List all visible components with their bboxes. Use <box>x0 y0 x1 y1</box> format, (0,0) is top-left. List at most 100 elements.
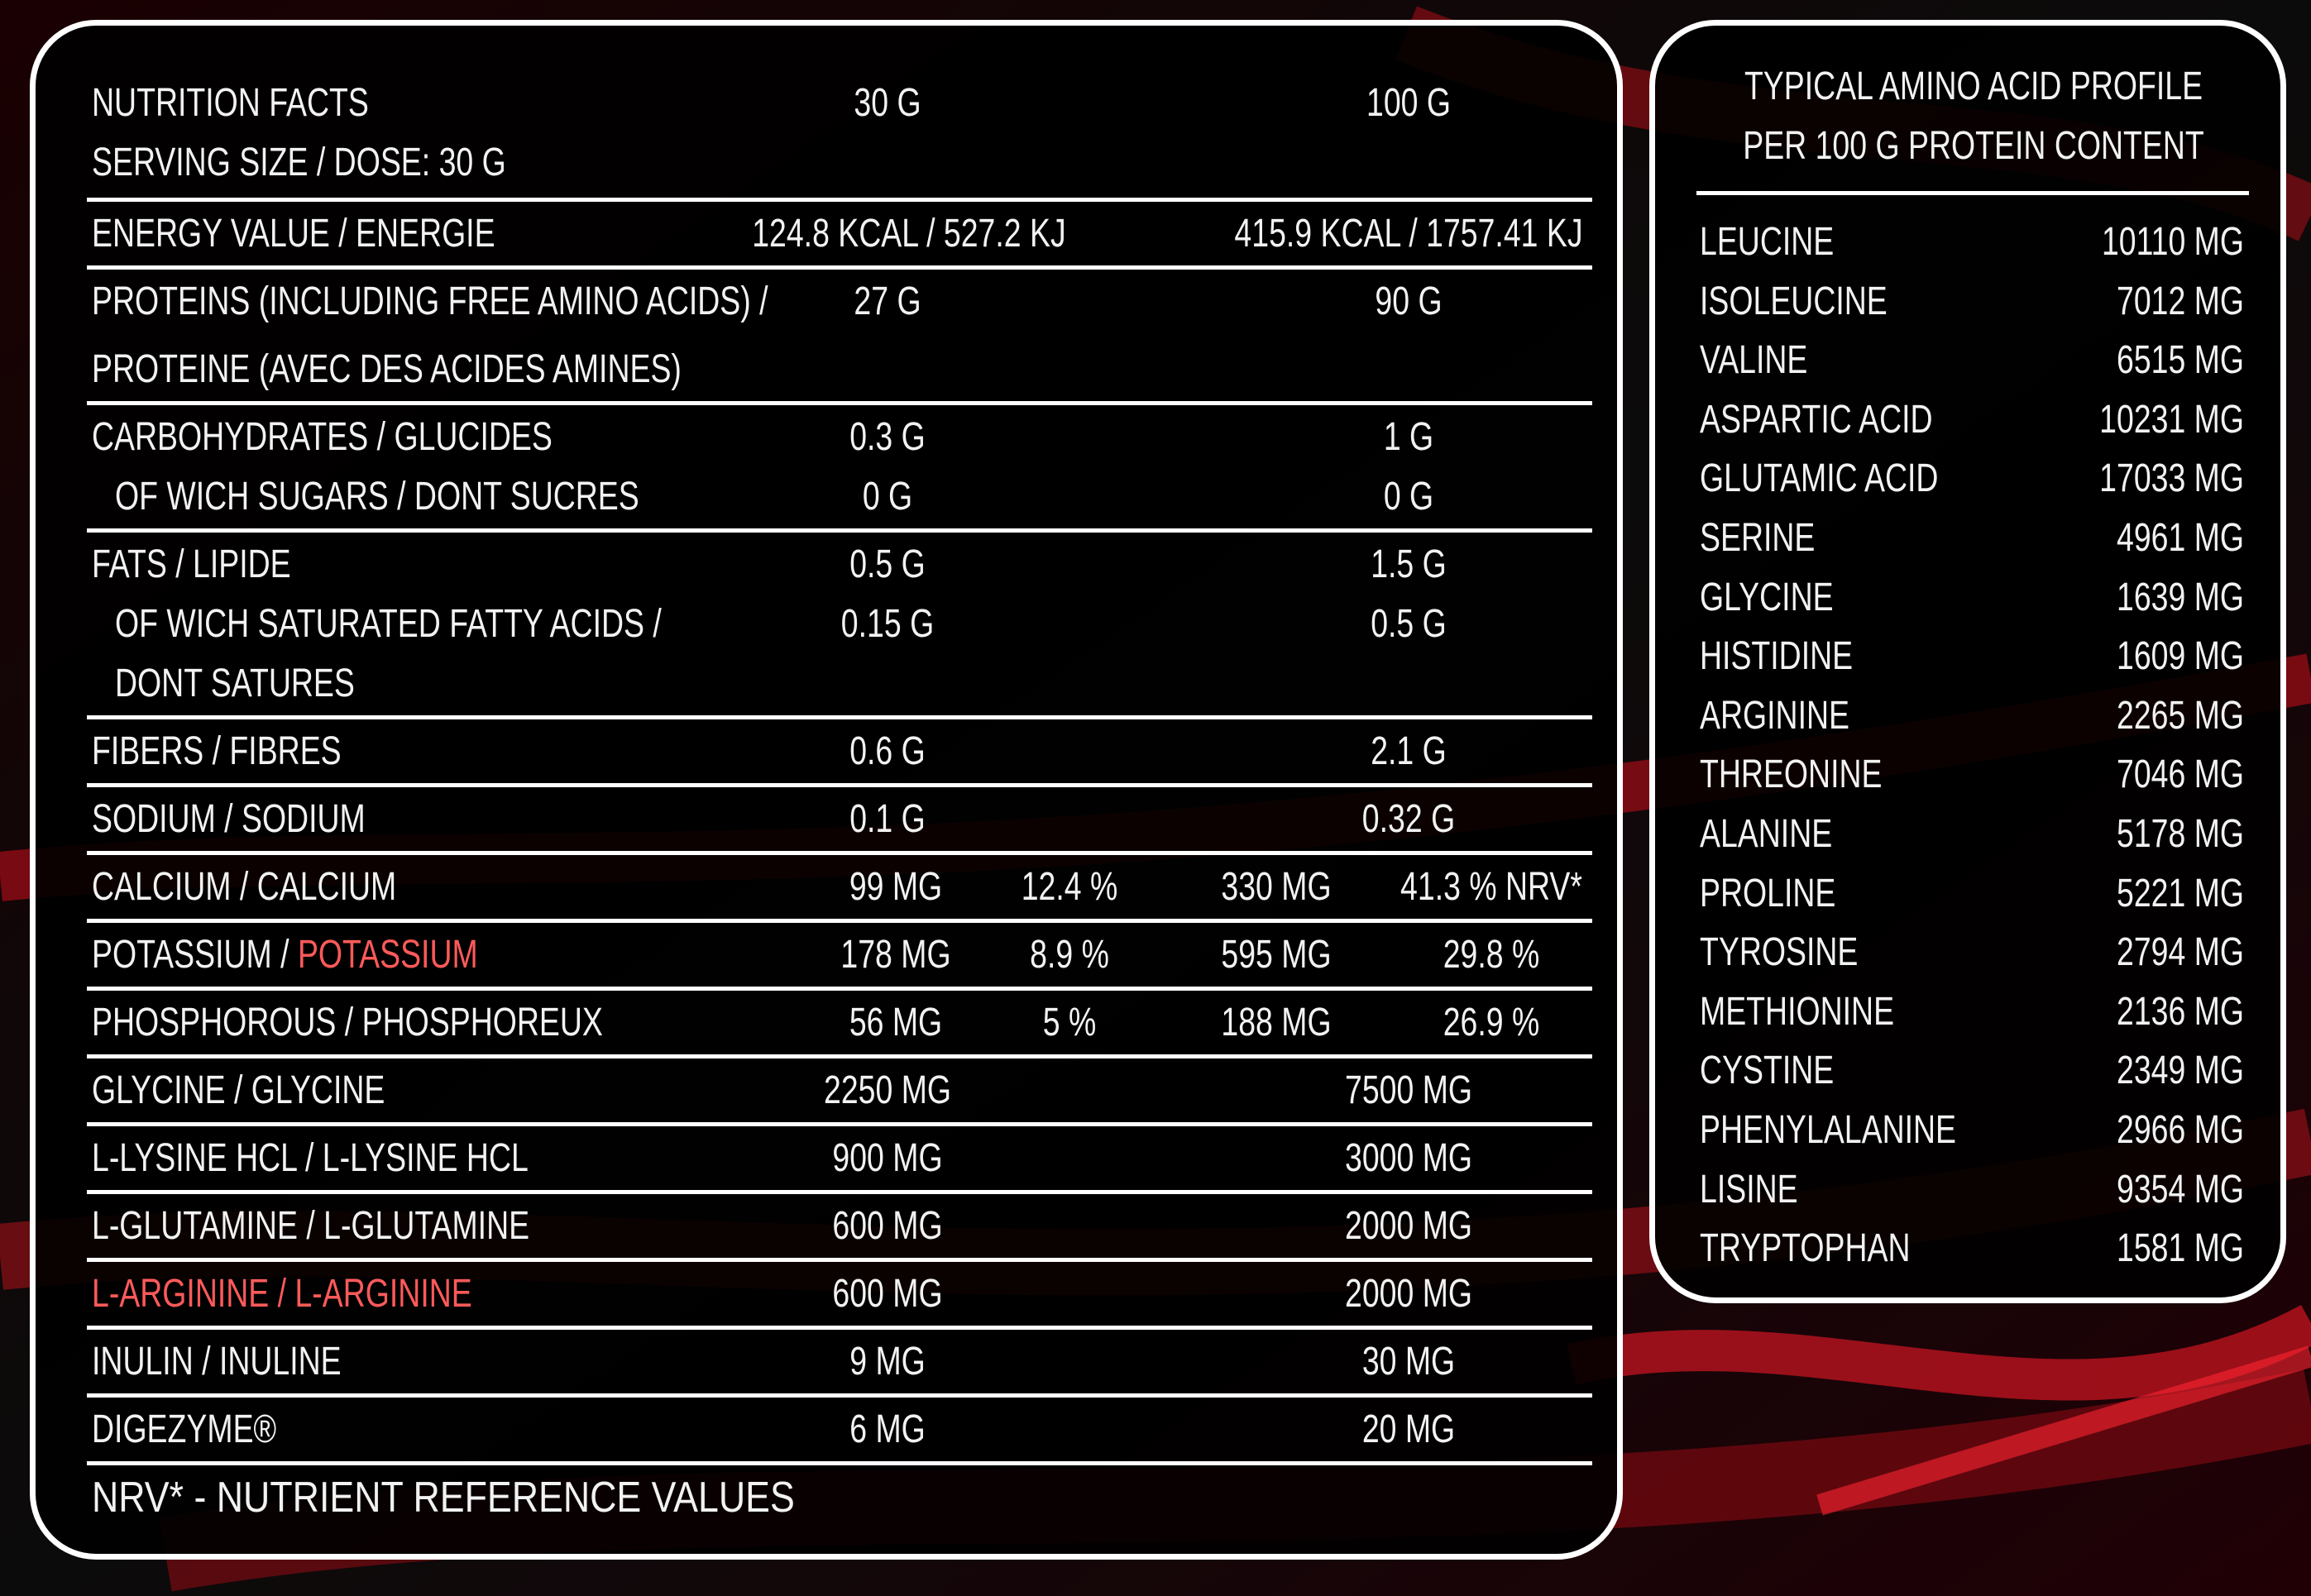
value-30g: 9 MG <box>849 1340 926 1383</box>
row-divider <box>87 1190 1592 1194</box>
row-divider <box>87 401 1592 405</box>
value-30g: 0.6 G <box>849 729 926 773</box>
value-30g: 600 MG <box>832 1272 943 1316</box>
amino-name: HISTIDINE <box>1700 634 1854 679</box>
nutrition-title: NUTRITION FACTS <box>92 81 369 125</box>
amino-name: METHIONINE <box>1700 989 1895 1034</box>
amino-title-line2: PER 100 G PROTEIN CONTENT <box>1743 124 2204 168</box>
value-100g: 90 G <box>1375 280 1443 323</box>
amino-name: THREONINE <box>1700 753 1883 797</box>
value-100g: 7500 MG <box>1344 1068 1473 1112</box>
amino-name: GLYCINE <box>1700 575 1834 619</box>
value-30g-nrv: 5 % <box>1042 1001 1097 1044</box>
value-30g: 6 MG <box>849 1407 926 1451</box>
row-divider <box>87 1326 1592 1330</box>
amino-divider <box>1696 191 2249 195</box>
row-divider <box>87 1122 1592 1126</box>
row-name: PHOSPHOROUS / PHOSPHOREUX <box>92 1001 603 1044</box>
amino-value: 1581 MG <box>2116 1226 2244 1271</box>
value-100g: 0.32 G <box>1361 797 1456 841</box>
row-name: INULIN / INULINE <box>92 1340 342 1383</box>
row-divider <box>87 1054 1592 1058</box>
amino-name: ISOLEUCINE <box>1700 279 1888 323</box>
value-100g-amount: 595 MG <box>1221 933 1332 977</box>
header-100g: 100 G <box>1366 81 1451 125</box>
value-30g: 27 G <box>854 280 921 323</box>
amino-value: 4961 MG <box>2116 516 2244 560</box>
amino-name: VALINE <box>1700 338 1808 383</box>
value-100g: 2000 MG <box>1344 1204 1473 1248</box>
value-100g-amount: 188 MG <box>1221 1001 1332 1044</box>
row-divider <box>87 783 1592 787</box>
row-divider <box>87 919 1592 923</box>
row-name-line2: PROTEINE (AVEC DES ACIDES AMINES) <box>92 347 682 391</box>
amino-value: 5221 MG <box>2116 871 2244 915</box>
amino-name: PHENYLALANINE <box>1700 1108 1957 1152</box>
row-name: FIBERS / FIBRES <box>92 729 342 773</box>
row-divider <box>87 528 1592 533</box>
amino-value: 7046 MG <box>2116 753 2244 797</box>
amino-acid-profile-panel: TYPICAL AMINO ACID PROFILE PER 100 G PRO… <box>1649 20 2286 1303</box>
nrv-footnote: NRV* - NUTRIENT REFERENCE VALUES <box>92 1474 795 1522</box>
amino-value: 17033 MG <box>2099 456 2244 501</box>
row-divider <box>87 987 1592 991</box>
row-divider <box>87 265 1592 270</box>
value-100g-nrv: 41.3 % NRV* <box>1400 865 1582 909</box>
value-100g: 30 MG <box>1361 1340 1456 1383</box>
amino-title-line1: TYPICAL AMINO ACID PROFILE <box>1744 65 2203 108</box>
value-30g: 0.3 G <box>849 415 926 459</box>
header-divider <box>87 198 1592 202</box>
amino-value: 10231 MG <box>2099 397 2244 442</box>
row-name: SODIUM / SODIUM <box>92 797 366 841</box>
value-100g-nrv: 26.9 % <box>1443 1001 1540 1044</box>
amino-value: 2136 MG <box>2116 989 2244 1034</box>
row-name: L-GLUTAMINE / L-GLUTAMINE <box>92 1204 530 1248</box>
row-name: L-ARGININE / L-ARGININE <box>92 1272 472 1316</box>
amino-name: SERINE <box>1700 516 1816 560</box>
row-divider <box>87 1258 1592 1262</box>
amino-value: 2966 MG <box>2116 1108 2244 1152</box>
value-30g: 0.1 G <box>849 797 926 841</box>
amino-name: TRYPTOPHAN <box>1700 1226 1911 1271</box>
value-30g: 900 MG <box>832 1136 943 1180</box>
amino-name: ALANINE <box>1700 812 1833 856</box>
value-100g: 1 G <box>1383 415 1434 459</box>
value-30g-amount: 178 MG <box>840 933 951 977</box>
row-name-fr: POTASSIUM <box>297 933 478 977</box>
value-100g: 2.1 G <box>1371 729 1447 773</box>
row-name: POTASSIUM / POTASSIUM <box>92 930 478 980</box>
value-30g-amount: 99 MG <box>849 865 943 909</box>
amino-value: 9354 MG <box>2116 1167 2244 1211</box>
amino-name: CYSTINE <box>1700 1049 1835 1093</box>
amino-value: 2794 MG <box>2116 930 2244 975</box>
sub-value-100g: 0.5 G <box>1371 602 1447 646</box>
value-30g: 600 MG <box>832 1204 943 1248</box>
value-30g-nrv: 8.9 % <box>1030 933 1109 977</box>
value-30g: 2250 MG <box>823 1068 952 1112</box>
row-name: CARBOHYDRATES / GLUCIDES <box>92 415 553 459</box>
row-name: CALCIUM / CALCIUM <box>92 865 397 909</box>
amino-value: 2349 MG <box>2116 1049 2244 1093</box>
amino-value: 1639 MG <box>2116 575 2244 619</box>
sub-value-30g: 0.15 G <box>840 602 935 646</box>
value-30g-amount: 56 MG <box>849 1001 943 1044</box>
row-divider <box>87 851 1592 855</box>
sub-row-name-line2: DONT SATURES <box>115 662 355 705</box>
row-name-en: POTASSIUM / <box>92 933 298 977</box>
value-100g: 20 MG <box>1361 1407 1456 1451</box>
row-divider <box>87 715 1592 719</box>
value-100g: 3000 MG <box>1344 1136 1473 1180</box>
sub-row-name: OF WICH SATURATED FATTY ACIDS / <box>115 602 662 646</box>
value-100g: 415.9 KCAL / 1757.41 KJ <box>1234 212 1583 256</box>
amino-name: ARGININE <box>1700 693 1849 738</box>
value-100g: 1.5 G <box>1371 542 1447 586</box>
nutrition-table: NUTRITION FACTS 30 G 100 G SERVING SIZE / D… <box>36 26 1617 1554</box>
sub-row-name: OF WICH SUGARS / DONT SUCRES <box>115 475 639 518</box>
amino-value: 5178 MG <box>2116 812 2244 856</box>
amino-value: 6515 MG <box>2116 338 2244 383</box>
sub-value-30g: 0 G <box>862 475 913 518</box>
value-30g: 124.8 KCAL / 527.2 KJ <box>752 212 1066 256</box>
row-name: L-LYSINE HCL / L-LYSINE HCL <box>92 1136 529 1180</box>
row-name: GLYCINE / GLYCINE <box>92 1068 385 1112</box>
value-100g: 2000 MG <box>1344 1272 1473 1316</box>
